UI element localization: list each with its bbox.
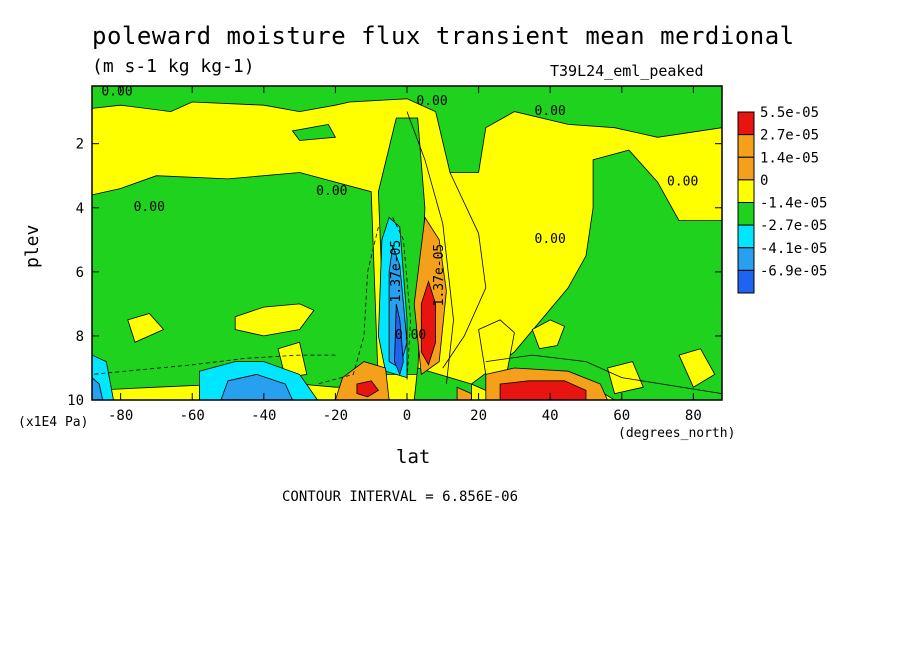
colorbar-label: 0 <box>760 173 768 189</box>
x-axis-unit: (degrees_north) <box>618 426 736 441</box>
x-axis: -80 -60 -40 -20 0 20 40 60 80 <box>108 86 702 424</box>
contour-label: -1.37e-05 <box>389 240 404 310</box>
y-tick-label: 8 <box>76 329 84 345</box>
contour-labels: 0.00 0.00 0.00 0.00 0.00 0.00 0.00 -1.37e-05 1.3… <box>101 85 698 344</box>
region-green <box>291 123 337 141</box>
colorbar-swatch <box>737 202 755 226</box>
contour-label: 0.00 <box>101 85 132 100</box>
colorbar: 5.5e-05 2.7e-05 1.4e-05 0 -1.4e-05 -2.7e-05 -4… <box>737 105 827 294</box>
colorbar-swatch <box>737 111 755 136</box>
region-yellow <box>478 319 515 375</box>
contour-label: 1.37e-05 <box>432 244 447 307</box>
contour-label: 0.00 <box>316 184 347 199</box>
region-yellow <box>607 361 644 395</box>
region-orange <box>456 386 472 400</box>
region-green <box>92 86 722 173</box>
colorbar-label: 1.4e-05 <box>760 150 819 166</box>
y-axis-unit: (x1E4 Pa) <box>18 415 89 430</box>
contour-label: 0.00 <box>395 328 426 343</box>
contour-line-negative <box>317 226 379 385</box>
region-yellow <box>127 313 165 343</box>
units-label: (m s-1 kg kg-1) <box>92 56 255 77</box>
colorbar-label: -6.9e-05 <box>760 263 827 279</box>
x-tick-label: -60 <box>180 408 205 424</box>
colorbar-label: -1.4e-05 <box>760 196 827 212</box>
contour-label: 0.00 <box>416 94 447 109</box>
x-tick-label: -80 <box>108 408 133 424</box>
y-axis: 2 4 6 8 10 <box>67 137 722 409</box>
colorbar-swatch <box>737 247 755 271</box>
y-tick-label: 2 <box>76 137 84 153</box>
colorbar-swatch <box>737 224 755 249</box>
contour-label: 0.00 <box>535 232 566 247</box>
contour-line-positive <box>406 111 454 385</box>
contour-label: 0.00 <box>535 104 566 119</box>
chart-title: poleward moisture flux transient mean me… <box>92 22 795 50</box>
region-yellow <box>234 303 315 337</box>
region-yellow <box>277 341 308 379</box>
region-red <box>420 280 437 366</box>
contour-line-negative <box>92 354 336 375</box>
x-tick-label: 0 <box>403 408 411 424</box>
contour-label: 0.00 <box>134 200 165 215</box>
contour-interval: CONTOUR INTERVAL = 6.856E-06 <box>282 489 519 505</box>
colorbar-swatch <box>737 269 755 294</box>
contour-field <box>92 86 722 400</box>
y-tick-label: 10 <box>67 393 84 409</box>
colorbar-label: -2.7e-05 <box>760 218 827 234</box>
x-tick-label: 80 <box>685 408 702 424</box>
y-tick-label: 4 <box>76 201 84 217</box>
colorbar-label: 5.5e-05 <box>760 105 819 121</box>
x-tick-label: 20 <box>470 408 487 424</box>
colorbar-label: 2.7e-05 <box>760 128 819 144</box>
contour-line-positive <box>485 354 722 394</box>
x-tick-label: 60 <box>613 408 630 424</box>
colorbar-swatch <box>737 179 755 203</box>
region-lightblue <box>220 373 293 400</box>
x-axis-title: lat <box>396 446 431 468</box>
contour-line-positive <box>442 172 487 369</box>
x-tick-label: -20 <box>323 408 348 424</box>
contour-line-negative <box>392 217 412 381</box>
region-yellow <box>531 319 566 350</box>
contour-label: 0.00 <box>667 174 698 189</box>
region-yellow <box>678 348 716 388</box>
region-blue <box>394 303 404 376</box>
y-axis-title: plev <box>22 224 43 268</box>
region-red <box>356 380 379 398</box>
x-tick-label: 40 <box>542 408 559 424</box>
y-tick-label: 6 <box>76 265 84 281</box>
colorbar-swatch <box>737 134 755 158</box>
region-lightblue <box>92 377 104 400</box>
colorbar-label: -4.1e-05 <box>760 241 827 257</box>
colorbar-swatch <box>737 156 755 181</box>
run-name: T39L24_eml_peaked <box>550 62 704 80</box>
x-tick-label: -40 <box>251 408 276 424</box>
region-red <box>499 380 587 400</box>
